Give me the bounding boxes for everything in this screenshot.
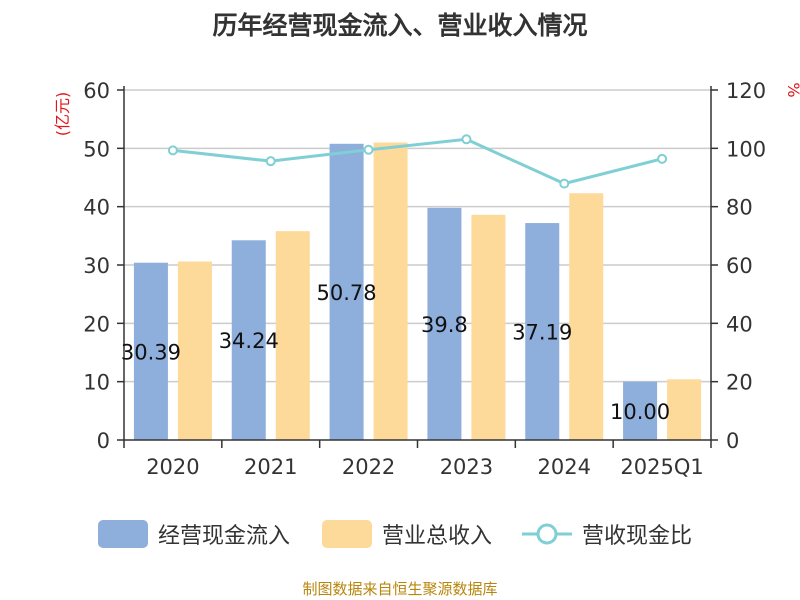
x-tick-label-2024: 2024 [538, 455, 591, 479]
y-left-tick-label-5: 50 [83, 137, 110, 161]
y-left-axis-label: (亿元) [53, 92, 72, 137]
y-right-tick-label-2: 40 [726, 312, 753, 336]
legend-swatch-revenue [322, 520, 372, 548]
x-tick-label-2022: 2022 [342, 455, 395, 479]
y-left-tick-label-4: 40 [83, 196, 110, 220]
bar-cash-inflow-2025Q1 [623, 381, 658, 440]
source-note: 制图数据来自恒生聚源数据库 [302, 580, 498, 598]
bar-revenue-2022 [373, 142, 408, 440]
y-right-tick-label-5: 100 [726, 137, 766, 161]
y-left-tick-label-2: 20 [83, 312, 110, 336]
data-label-cash-inflow-2021: 34.24 [219, 329, 279, 353]
bar-cash-inflow-2023 [427, 207, 462, 440]
data-label-cash-inflow-2022: 50.78 [317, 281, 377, 305]
bar-revenue-2024 [569, 193, 604, 440]
bar-revenue-2020 [177, 261, 212, 440]
legend-label-cash-inflow: 经营现金流入 [158, 524, 291, 549]
bar-cash-inflow-2024 [525, 223, 560, 440]
x-tick-label-2023: 2023 [440, 455, 493, 479]
bar-cash-inflow-2021 [231, 240, 266, 440]
legend-swatch-cash-inflow [98, 520, 148, 548]
bar-cash-inflow-2020 [133, 262, 168, 440]
legend-swatch-ratio [522, 523, 572, 545]
y-right-tick-label-1: 20 [726, 371, 753, 395]
legend-item-ratio[interactable]: 营收现金比 [522, 516, 692, 552]
y-right-tick-label-4: 80 [726, 196, 753, 220]
ratio-line [172, 137, 663, 186]
ratio-point-2022 [363, 144, 374, 155]
x-tick-label-2025Q1: 2025Q1 [620, 455, 703, 479]
bar-revenue-2023 [471, 214, 506, 440]
y-left-tick-label-0: 0 [97, 429, 110, 453]
y-left-tick-label-6: 60 [83, 79, 110, 103]
legend: 经营现金流入 营业总收入 营收现金比 [0, 516, 800, 552]
chart-title: 历年经营现金流入、营业收入情况 [212, 11, 588, 40]
y-right-axis-label: % [784, 82, 800, 97]
bar-revenue-2021 [275, 231, 310, 440]
ratio-point-2024 [559, 178, 570, 189]
x-tick-label-2021: 2021 [244, 455, 297, 479]
y-right-tick-label-0: 0 [726, 429, 739, 453]
ratio-point-2020 [167, 145, 178, 156]
bar-revenue-2025Q1 [667, 379, 702, 440]
ratio-point-2025Q1 [657, 153, 668, 164]
legend-label-ratio: 营收现金比 [582, 524, 693, 549]
x-tick-label-2020: 2020 [146, 455, 199, 479]
data-label-cash-inflow-2020: 30.39 [121, 340, 181, 364]
data-label-cash-inflow-2025Q1: 10.00 [610, 400, 670, 424]
y-right-tick-label-6: 120 [726, 79, 766, 103]
y-right-tick-label-3: 60 [726, 254, 753, 278]
bar-cash-inflow-2022 [329, 143, 364, 441]
legend-item-cash-inflow[interactable]: 经营现金流入 [98, 516, 290, 552]
ratio-point-2021 [265, 156, 276, 167]
legend-label-revenue: 营业总收入 [382, 524, 493, 549]
legend-item-revenue[interactable]: 营业总收入 [322, 516, 492, 552]
y-left-tick-label-1: 10 [83, 371, 110, 395]
y-left-tick-label-3: 30 [83, 254, 110, 278]
data-label-cash-inflow-2023: 39.8 [421, 313, 468, 337]
data-label-cash-inflow-2024: 37.19 [512, 321, 572, 345]
ratio-point-2023 [461, 134, 472, 145]
